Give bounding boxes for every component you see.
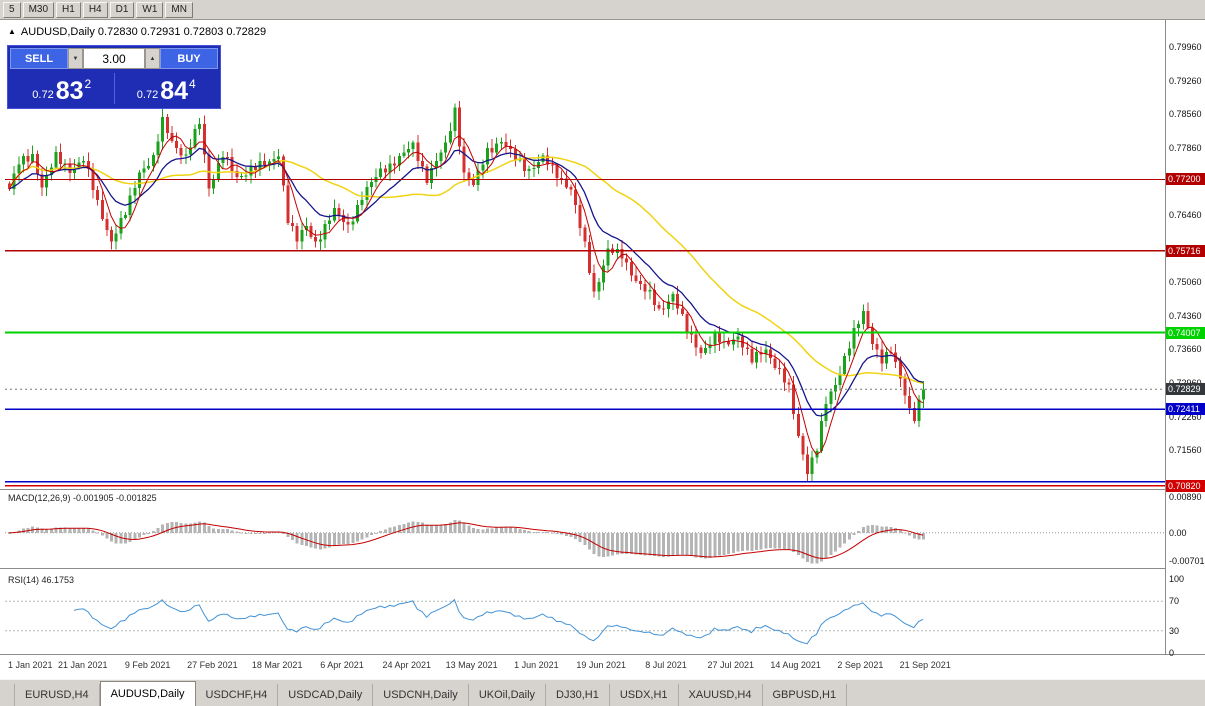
chart-tab-audusd-daily[interactable]: AUDUSD,Daily bbox=[99, 681, 196, 706]
axis-date-label: 14 Aug 2021 bbox=[770, 660, 821, 670]
axis-price-label: 0 bbox=[1169, 648, 1175, 658]
timeframe-button-h1[interactable]: H1 bbox=[56, 1, 81, 18]
volume-decrease-button[interactable]: ▼ bbox=[68, 48, 83, 69]
chart-tab-xauusd-h4[interactable]: XAUUSD,H4 bbox=[679, 684, 763, 706]
axis-price-label: 0.78560 bbox=[1169, 109, 1202, 120]
axis-date-label: 6 Apr 2021 bbox=[320, 660, 364, 670]
sell-price-display[interactable]: 0.72 83 2 bbox=[10, 71, 114, 106]
volume-up-icon: ▲ bbox=[149, 55, 156, 62]
timeframe-button-m30[interactable]: M30 bbox=[22, 1, 55, 18]
chart-tab-gbpusd-h1[interactable]: GBPUSD,H1 bbox=[763, 684, 848, 706]
axis-date-label: 18 Mar 2021 bbox=[251, 660, 303, 670]
price-level-badge: 0.72829 bbox=[1166, 383, 1205, 396]
chart-tab-dj30-h1[interactable]: DJ30,H1 bbox=[546, 684, 610, 706]
axis-price-label: 100 bbox=[1169, 574, 1185, 584]
panel-divider[interactable] bbox=[0, 654, 1205, 655]
axis-date-label: 1 Jan 2021 bbox=[8, 660, 53, 670]
timeframe-toolbar: 5 M30 H1 H4 D1 W1 MN bbox=[0, 0, 1205, 19]
volume-input[interactable]: 3.00 bbox=[83, 48, 145, 69]
chart-tab-usdcnh-daily[interactable]: USDCNH,Daily bbox=[373, 684, 469, 706]
macd-label: MACD(12,26,9) -0.001905 -0.001825 bbox=[8, 493, 157, 503]
buy-price-prefix: 0.72 bbox=[136, 89, 159, 101]
axis-date-label: 19 Jun 2021 bbox=[576, 660, 626, 670]
axis-date-label: 13 May 2021 bbox=[445, 660, 498, 670]
price-axis[interactable]: 0.799600.792600.785600.778600.771600.764… bbox=[1165, 20, 1205, 658]
timeframe-button-5[interactable]: 5 bbox=[3, 1, 21, 18]
price-level-badge: 0.75716 bbox=[1166, 244, 1205, 257]
volume-down-icon: ▼ bbox=[72, 55, 79, 62]
chart-tab-usdchf-h4[interactable]: USDCHF,H4 bbox=[196, 684, 279, 706]
axis-date-label: 21 Jan 2021 bbox=[58, 660, 108, 670]
buy-button[interactable]: BUY bbox=[160, 48, 218, 69]
axis-date-label: 2 Sep 2021 bbox=[837, 660, 884, 670]
axis-price-label: 0.75060 bbox=[1169, 277, 1202, 288]
buy-price-display[interactable]: 0.72 84 4 bbox=[115, 71, 219, 106]
macd-indicator-canvas[interactable] bbox=[5, 491, 1165, 567]
chart-symbol-ohlc-line: ▲ AUDUSD,Daily 0.72830 0.72931 0.72803 0… bbox=[8, 26, 266, 38]
axis-date-label: 27 Feb 2021 bbox=[187, 660, 238, 670]
panel-divider[interactable] bbox=[0, 568, 1205, 569]
axis-price-label: -0.00701 bbox=[1169, 556, 1205, 566]
sell-button[interactable]: SELL bbox=[10, 48, 68, 69]
axis-price-label: 0.71560 bbox=[1169, 445, 1202, 456]
main-chart-canvas[interactable] bbox=[5, 25, 1165, 488]
chart-tab-ukoil-daily[interactable]: UKOil,Daily bbox=[469, 684, 547, 706]
axis-price-label: 30 bbox=[1169, 625, 1180, 636]
axis-date-label: 24 Apr 2021 bbox=[382, 660, 432, 670]
chart-window: ▲ AUDUSD,Daily 0.72830 0.72931 0.72803 0… bbox=[0, 19, 1205, 679]
axis-price-label: 0.72960 bbox=[1169, 378, 1202, 388]
axis-price-label: 0.73660 bbox=[1169, 344, 1202, 355]
price-level-badge: 0.74007 bbox=[1166, 326, 1205, 339]
axis-price-label: 0.79260 bbox=[1169, 75, 1202, 86]
price-level-badge: 0.70820 bbox=[1166, 479, 1205, 492]
rsi-indicator-canvas[interactable] bbox=[5, 571, 1165, 654]
price-divider bbox=[113, 73, 115, 104]
chart-tab-eurusd-h4[interactable]: EURUSD,H4 bbox=[14, 684, 100, 706]
volume-increase-button[interactable]: ▲ bbox=[145, 48, 160, 69]
chart-tab-usdcad-daily[interactable]: USDCAD,Daily bbox=[278, 684, 374, 706]
timeframe-button-h4[interactable]: H4 bbox=[82, 1, 108, 18]
rsi-label: RSI(14) 46.1753 bbox=[8, 575, 75, 585]
axis-price-label: 0.74360 bbox=[1169, 310, 1202, 321]
axis-price-label: 0.00890 bbox=[1169, 492, 1202, 502]
sell-price-prefix: 0.72 bbox=[32, 89, 54, 101]
sell-price-pipette: 2 bbox=[84, 77, 92, 91]
axis-price-label: 0.76460 bbox=[1169, 210, 1202, 220]
timeframe-button-d1[interactable]: D1 bbox=[109, 1, 135, 18]
axis-price-label: 0.77860 bbox=[1169, 142, 1202, 153]
axis-price-label: 70 bbox=[1169, 596, 1180, 607]
timeframe-button-mn[interactable]: MN bbox=[165, 1, 193, 18]
timeframe-button-w1[interactable]: W1 bbox=[136, 1, 164, 18]
panel-divider[interactable] bbox=[0, 489, 1205, 490]
sell-price-big-digits: 83 bbox=[55, 77, 84, 105]
price-level-badge: 0.72411 bbox=[1166, 403, 1205, 416]
chart-title: AUDUSD,Daily 0.72830 0.72931 0.72803 0.7… bbox=[20, 26, 267, 38]
chart-tabs-bar: EURUSD,H4 AUDUSD,Daily USDCHF,H4 USDCAD,Dai… bbox=[0, 679, 1205, 706]
axis-date-label: 27 Jul 2021 bbox=[707, 660, 755, 670]
axis-date-label: 21 Sep 2021 bbox=[899, 660, 951, 670]
buy-price-big-digits: 84 bbox=[160, 77, 189, 105]
axis-price-label: 0.79960 bbox=[1169, 42, 1202, 52]
axis-price-label: 0.72260 bbox=[1169, 411, 1202, 422]
chart-marker-icon: ▲ bbox=[8, 27, 16, 36]
axis-date-label: 8 Jul 2021 bbox=[645, 660, 687, 670]
axis-date-label: 9 Feb 2021 bbox=[124, 660, 171, 670]
buy-price-pipette: 4 bbox=[189, 77, 196, 91]
chart-tab-usdx-h1[interactable]: USDX,H1 bbox=[610, 684, 679, 706]
axis-price-label: 0.00 bbox=[1169, 527, 1187, 538]
time-axis[interactable]: 1 Jan 2021 21 Jan 2021 9 Feb 2021 27 Feb 20… bbox=[0, 655, 1165, 677]
one-click-trading-panel: SELL ▼ 3.00 ▲ BUY 0.72 83 2 0.72 bbox=[7, 45, 221, 109]
price-level-badge: 0.77200 bbox=[1166, 173, 1205, 186]
axis-date-label: 1 Jun 2021 bbox=[514, 660, 559, 670]
